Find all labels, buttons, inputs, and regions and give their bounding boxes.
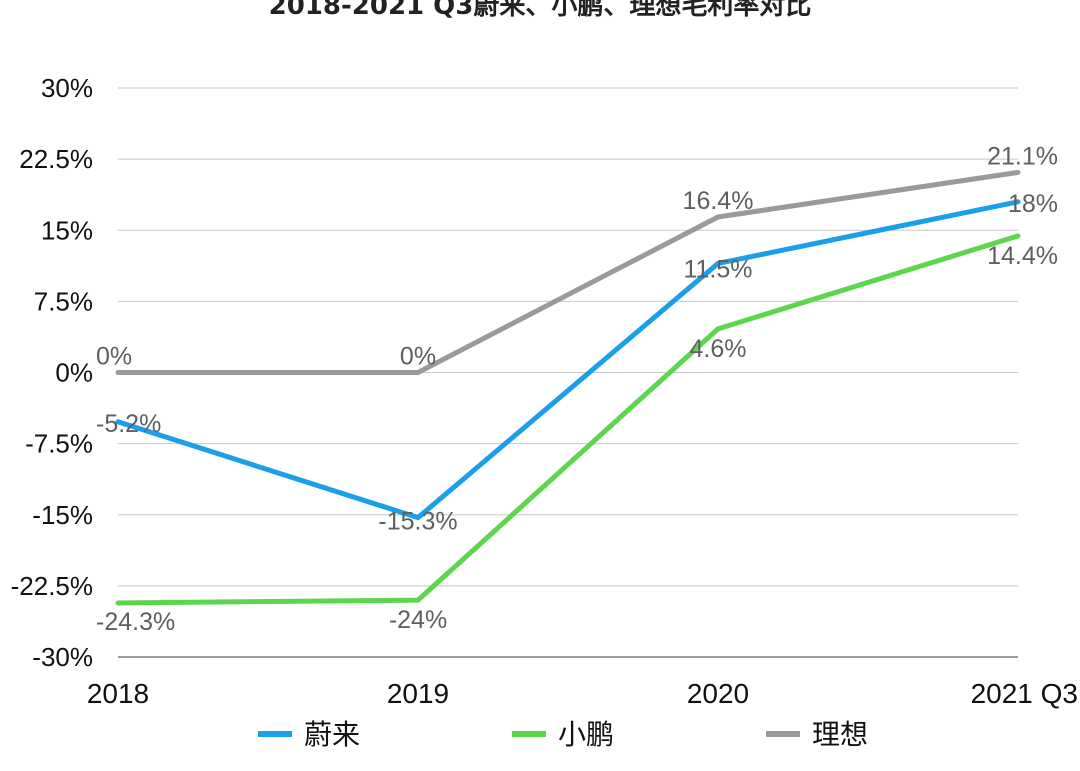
y-tick-label: 7.5% [34,286,93,316]
x-tick-label: 2018 [87,678,149,709]
x-tick-label: 2020 [687,678,749,709]
data-label: 16.4% [683,187,754,215]
data-label: 18% [1008,190,1058,218]
data-label: -15.3% [378,508,457,536]
chart-title: 2018-2021 Q3蔚来、小鹏、理想毛利率对比 [269,0,812,21]
data-label: -5.2% [96,410,161,438]
y-tick-label: -7.5% [25,429,93,459]
data-label: -24% [389,606,447,634]
data-label: 21.1% [987,142,1058,170]
data-label: 0% [96,343,132,371]
series-lines [115,169,1021,606]
y-tick-label: -30% [32,642,93,672]
y-tick-label: -22.5% [11,571,93,601]
y-tick-label: 22.5% [19,144,93,174]
data-label: -24.3% [96,608,175,636]
legend: 蔚来 小鹏 理想 [258,718,868,751]
y-tick-label: 15% [41,215,93,245]
x-axis-ticks: 2018 2019 2020 2021 Q3 [87,678,1078,709]
data-label: 4.6% [690,335,747,363]
series-line [115,233,1021,606]
series-line [115,169,1021,375]
data-labels: -5.2% -15.3% 11.5% 18% -24.3% -24% 4.6% 14.4% 0%… [96,142,1058,636]
data-label: 0% [400,343,436,371]
data-label: 11.5% [683,255,752,283]
y-tick-label: -15% [32,500,93,530]
gridlines [118,87,1018,658]
y-axis-ticks: 30% 22.5% 15% 7.5% 0% -7.5% -15% -22.5% -30% [11,73,93,672]
x-tick-label: 2019 [387,678,449,709]
series-line [115,199,1021,521]
legend-label: 小鹏 [558,718,614,751]
legend-label: 蔚来 [304,718,360,751]
legend-label: 理想 [812,718,868,751]
data-label: 14.4% [987,242,1058,270]
y-tick-label: 0% [55,358,93,388]
y-tick-label: 30% [41,73,93,103]
x-tick-label: 2021 Q3 [971,678,1078,709]
